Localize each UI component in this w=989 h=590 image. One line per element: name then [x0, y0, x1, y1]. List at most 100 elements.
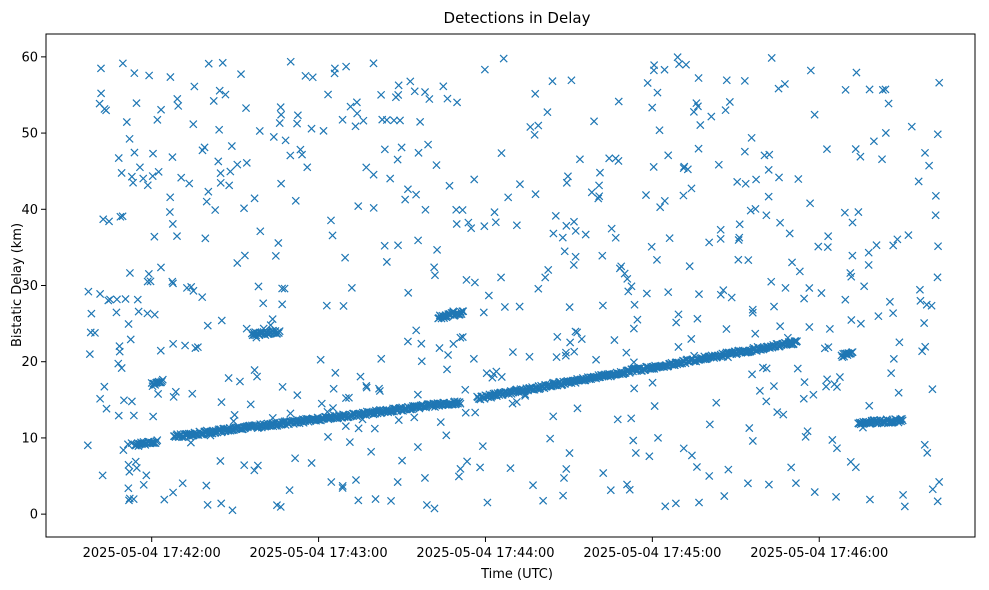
clutter-point: [215, 125, 224, 134]
clutter-point: [256, 227, 265, 236]
clutter-point: [740, 76, 749, 85]
clutter-point: [889, 309, 898, 318]
clutter-point: [166, 73, 175, 82]
clutter-point: [119, 446, 128, 455]
x-tick-label: 2025-05-04 17:46:00: [750, 546, 888, 561]
clutter-point: [734, 235, 743, 245]
clutter-point: [286, 409, 295, 418]
clutter-point: [748, 308, 757, 317]
clutter-point: [471, 408, 480, 417]
y-tick-label: 60: [21, 50, 38, 65]
clutter-point: [469, 354, 478, 363]
clutter-point: [341, 422, 350, 431]
clutter-point: [129, 178, 138, 187]
x-axis-title: Time (UTC): [480, 567, 553, 582]
clutter-point: [403, 337, 412, 346]
clutter-point: [168, 153, 177, 162]
clutter-point: [461, 385, 470, 394]
clutter-point: [925, 161, 934, 170]
clutter-point: [375, 386, 384, 396]
clutter-point: [893, 235, 902, 244]
clutter-point: [338, 481, 347, 490]
clutter-point: [230, 410, 239, 419]
clutter-point: [630, 300, 639, 309]
clutter-point: [865, 495, 874, 504]
clutter-point: [904, 231, 913, 240]
clutter-point: [631, 448, 640, 457]
clutter-point: [515, 302, 524, 311]
clutter-point: [558, 233, 567, 242]
track-point: [792, 337, 802, 346]
clutter-point: [915, 285, 924, 294]
clutter-point: [854, 208, 863, 217]
clutter-point: [187, 282, 196, 291]
clutter-point: [356, 372, 365, 381]
clutter-point: [358, 415, 367, 424]
clutter-point: [303, 163, 312, 172]
clutter-point: [531, 190, 540, 199]
clutter-point: [856, 319, 865, 328]
clutter-point: [847, 272, 856, 281]
clutter-point: [470, 175, 479, 184]
clutter-point: [84, 287, 93, 296]
clutter-point: [696, 121, 705, 130]
plot-area: [83, 53, 944, 515]
clutter-point: [933, 273, 942, 282]
clutter-point: [885, 418, 894, 427]
clutter-point: [506, 464, 515, 473]
clutter-point: [268, 315, 277, 324]
clutter-point: [352, 98, 361, 107]
clutter-point: [694, 144, 703, 153]
clutter-point: [345, 438, 354, 447]
clutter-point: [824, 232, 833, 241]
clutter-point: [528, 481, 538, 490]
clutter-point: [817, 289, 826, 298]
clutter-point: [931, 191, 940, 200]
clutter-point: [269, 132, 278, 141]
clutter-point: [747, 133, 756, 142]
clutter-point: [735, 233, 744, 242]
clutter-point: [353, 109, 362, 118]
clutter-point: [490, 208, 499, 217]
clutter-point: [114, 154, 123, 163]
clutter-point: [169, 392, 178, 401]
clutter-point: [526, 122, 535, 132]
clutter-point: [316, 355, 325, 364]
clutter-point: [595, 168, 604, 177]
clutter-point: [745, 424, 754, 433]
clutter-point: [764, 192, 773, 201]
clutter-point: [413, 390, 422, 399]
clutter-point: [488, 373, 497, 382]
clutter-point: [351, 475, 360, 485]
track-point: [153, 436, 162, 445]
clutter-point: [135, 163, 144, 172]
clutter-point: [166, 193, 175, 202]
clutter-point: [189, 286, 198, 295]
clutter-point: [762, 364, 771, 373]
clutter-point: [351, 122, 360, 131]
clutter-point: [671, 499, 680, 508]
clutter-point: [131, 457, 140, 466]
clutter-point: [595, 181, 604, 190]
clutter-point: [443, 94, 452, 103]
clutter-point: [561, 348, 570, 357]
clutter-point: [112, 308, 121, 317]
clutter-point: [806, 199, 815, 208]
clutter-point: [497, 149, 506, 158]
clutter-point: [823, 243, 832, 252]
clutter-point: [229, 417, 238, 426]
clutter-point: [788, 258, 797, 267]
clutter-point: [570, 347, 579, 356]
clutter-point: [907, 122, 916, 131]
clutter-point: [835, 373, 844, 382]
clutter-point: [504, 193, 513, 202]
clutter-point: [571, 252, 580, 261]
clutter-point: [614, 156, 623, 165]
clutter-point: [394, 241, 403, 250]
clutter-point: [124, 319, 133, 329]
clutter-point: [714, 160, 723, 169]
clutter-point: [814, 242, 823, 251]
clutter-point: [272, 501, 281, 510]
clutter-point: [414, 148, 423, 157]
